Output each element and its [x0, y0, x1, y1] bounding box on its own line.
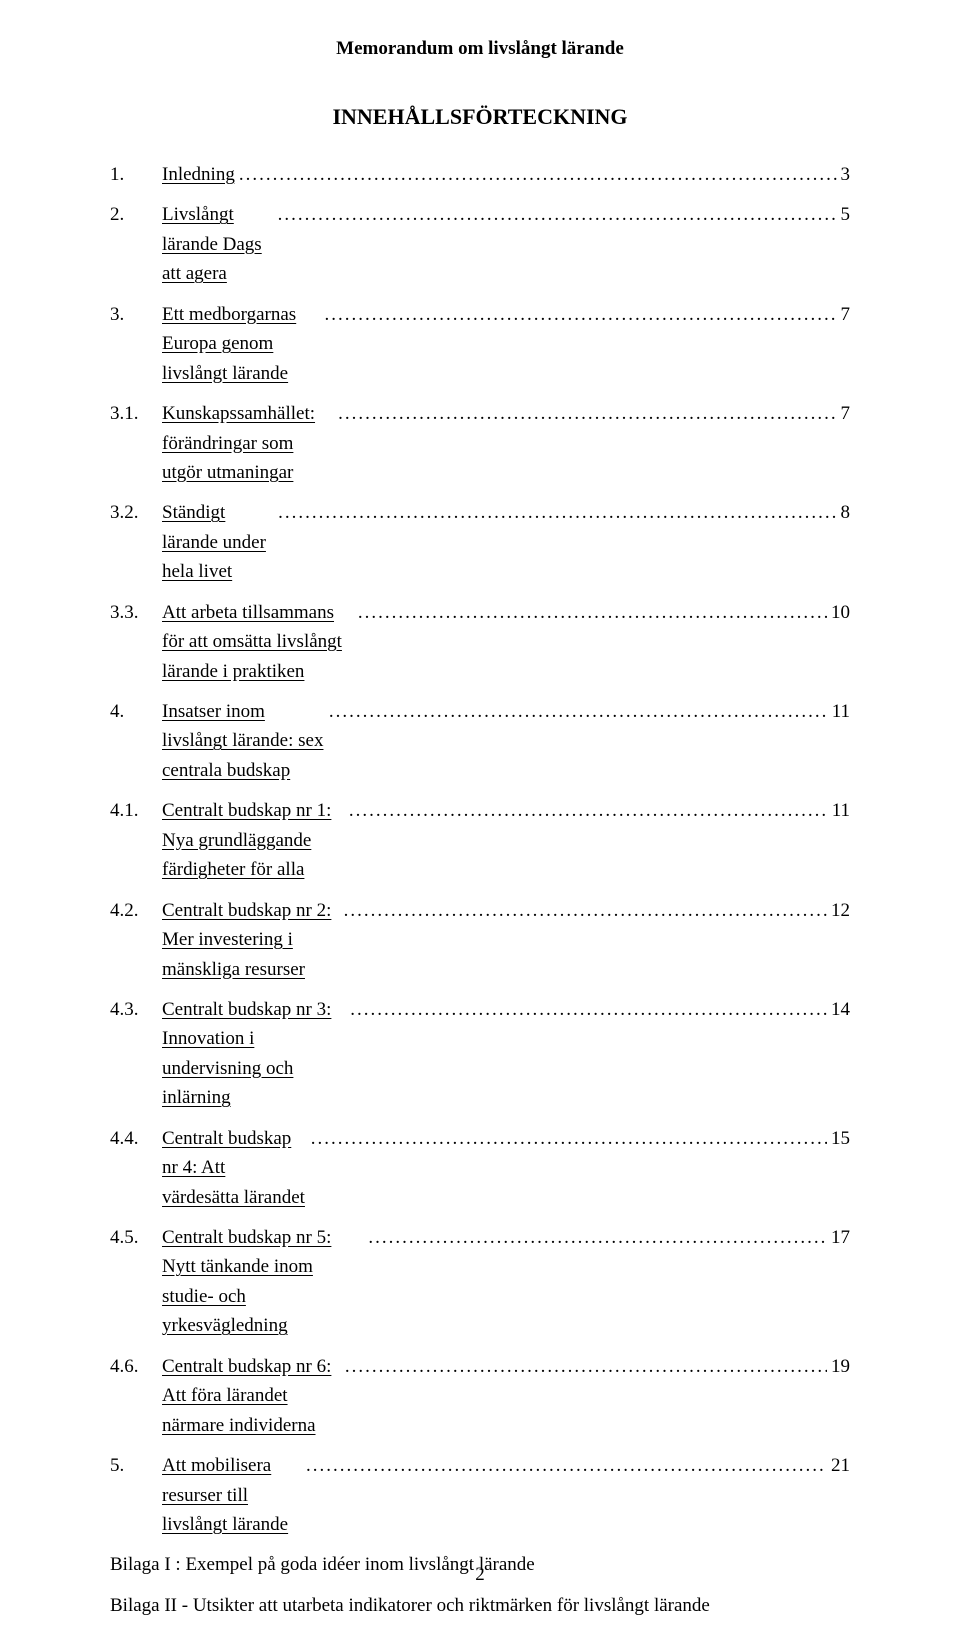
- toc-entry-number: 4.1.: [110, 796, 162, 825]
- toc-entry-number: 1.: [110, 160, 162, 189]
- toc-entry-number: 3.: [110, 300, 162, 329]
- toc-entry-number: 3.1.: [110, 399, 162, 428]
- toc-row: 3.2.Ständigt lärande under hela livet 8: [110, 498, 850, 586]
- running-title: Memorandum om livslångt lärande: [110, 38, 850, 60]
- toc-row: 3.Ett medborgarnas Europa genom livslång…: [110, 300, 850, 388]
- toc-entry-title[interactable]: Ständigt lärande under hela livet: [162, 498, 274, 586]
- toc-entry-title[interactable]: Livslångt lärande Dags att agera: [162, 200, 274, 288]
- toc-entry-number: 4.6.: [110, 1352, 162, 1381]
- toc-entry-number: 4.: [110, 697, 162, 726]
- toc-row: 1.Inledning 3: [110, 160, 850, 189]
- toc-row: 4.4.Centralt budskap nr 4: Att värdesätt…: [110, 1124, 850, 1212]
- toc-entry-number: 4.3.: [110, 995, 162, 1024]
- toc-entry-title[interactable]: Centralt budskap nr 2: Mer investering i…: [162, 896, 340, 984]
- toc-heading: INNEHÅLLSFÖRTECKNING: [110, 104, 850, 130]
- toc-dot-leader: [307, 1124, 827, 1153]
- toc-row: 4.5.Centralt budskap nr 5: Nytt tänkande…: [110, 1223, 850, 1341]
- toc-entry-title[interactable]: Centralt budskap nr 5: Nytt tänkande ino…: [162, 1223, 364, 1341]
- toc-dot-leader: [340, 896, 827, 925]
- toc-dot-leader: [364, 1223, 827, 1252]
- toc-dot-leader: [274, 498, 836, 527]
- toc-row: 4.3.Centralt budskap nr 3: Innovation i …: [110, 995, 850, 1113]
- toc-dot-leader: [345, 796, 828, 825]
- toc-entry-page: 11: [828, 796, 850, 825]
- toc-row: 2.Livslångt lärande Dags att agera 5: [110, 200, 850, 288]
- toc-entry-page: 21: [827, 1451, 850, 1480]
- toc-entry-page: 12: [827, 896, 850, 925]
- toc-row: 5.Att mobilisera resurser till livslångt…: [110, 1451, 850, 1539]
- toc-entry-page: 19: [827, 1352, 850, 1381]
- toc-entry-number: 3.2.: [110, 498, 162, 527]
- toc-entry-page: 7: [837, 399, 851, 428]
- toc-entry-page: 11: [828, 697, 850, 726]
- toc-entry-number: 3.3.: [110, 598, 162, 627]
- document-page: Memorandum om livslångt lärande INNEHÅLL…: [0, 0, 960, 1620]
- toc-dot-leader: [334, 399, 836, 428]
- toc-entry-title[interactable]: Att mobilisera resurser till livslångt l…: [162, 1451, 302, 1539]
- toc-entry-page: 17: [827, 1223, 850, 1252]
- toc-row: 3.3.Att arbeta tillsammans för att omsät…: [110, 598, 850, 686]
- toc-row: 4.Insatser inom livslångt lärande: sex c…: [110, 697, 850, 785]
- toc-entry-page: 14: [827, 995, 850, 1024]
- toc-entry-title[interactable]: Att arbeta tillsammans för att omsätta l…: [162, 598, 354, 686]
- toc-entry-title[interactable]: Centralt budskap nr 6: Att föra lärandet…: [162, 1352, 341, 1440]
- toc-entry-title[interactable]: Insatser inom livslångt lärande: sex cen…: [162, 697, 325, 785]
- toc-row: 4.2.Centralt budskap nr 2: Mer investeri…: [110, 896, 850, 984]
- toc-dot-leader: [341, 1352, 827, 1381]
- toc-list: 1.Inledning 3 2.Livslångt lärande Dags att…: [110, 160, 850, 1539]
- page-number: 2: [0, 1564, 960, 1586]
- toc-entry-page: 5: [837, 200, 851, 229]
- appendix-line: Bilaga II - Utsikter att utarbeta indika…: [110, 1591, 850, 1620]
- toc-entry-page: 10: [827, 598, 850, 627]
- toc-dot-leader: [325, 697, 828, 726]
- toc-entry-page: 7: [837, 300, 851, 329]
- toc-entry-title[interactable]: Centralt budskap nr 3: Innovation i unde…: [162, 995, 346, 1113]
- toc-entry-page: 8: [837, 498, 851, 527]
- toc-entry-page: 15: [827, 1124, 850, 1153]
- toc-row: 4.6.Centralt budskap nr 6: Att föra lära…: [110, 1352, 850, 1440]
- toc-entry-number: 4.4.: [110, 1124, 162, 1153]
- toc-entry-number: 2.: [110, 200, 162, 229]
- toc-dot-leader: [235, 160, 837, 189]
- toc-entry-page: 3: [837, 160, 851, 189]
- toc-entry-title[interactable]: Centralt budskap nr 4: Att värdesätta lä…: [162, 1124, 307, 1212]
- toc-dot-leader: [274, 200, 837, 229]
- toc-row: 3.1.Kunskapssamhället: förändringar som …: [110, 399, 850, 487]
- toc-entry-title[interactable]: Inledning: [162, 160, 235, 189]
- toc-dot-leader: [320, 300, 836, 329]
- toc-entry-title[interactable]: Centralt budskap nr 1: Nya grundläggande…: [162, 796, 345, 884]
- toc-dot-leader: [354, 598, 827, 627]
- toc-entry-number: 4.5.: [110, 1223, 162, 1252]
- toc-entry-title[interactable]: Ett medborgarnas Europa genom livslångt …: [162, 300, 320, 388]
- toc-dot-leader: [346, 995, 827, 1024]
- toc-entry-title[interactable]: Kunskapssamhället: förändringar som utgö…: [162, 399, 334, 487]
- toc-entry-number: 5.: [110, 1451, 162, 1480]
- toc-dot-leader: [302, 1451, 827, 1480]
- toc-entry-number: 4.2.: [110, 896, 162, 925]
- toc-row: 4.1.Centralt budskap nr 1: Nya grundlägg…: [110, 796, 850, 884]
